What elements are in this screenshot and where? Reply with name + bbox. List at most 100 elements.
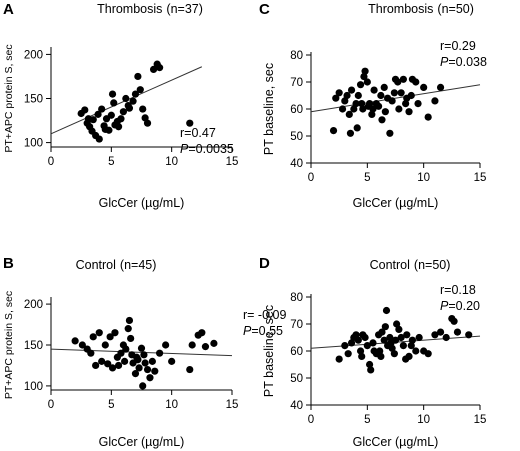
data-point (397, 89, 405, 97)
data-point (104, 360, 112, 368)
regression-line (310, 84, 481, 113)
y-tick-label: 200 (24, 49, 43, 61)
panel-c: C Thrombosis (n=50) 0 5 10 15 40 50 60 70 80 GlcCer … (259, 1, 487, 210)
r-value: r=0.47 (180, 126, 216, 140)
panel-letter: C (259, 1, 270, 18)
data-point (375, 102, 383, 110)
chart-title: Control (n=50) (370, 258, 451, 272)
data-point (450, 317, 458, 325)
x-axis-label: GlcCer (µg/mL) (99, 435, 185, 449)
data-point (338, 105, 347, 113)
data-point (114, 123, 123, 131)
r-value: r=0.29 (440, 39, 476, 53)
data-point (137, 344, 146, 352)
x-tick-label: 15 (474, 172, 487, 184)
panel-letter: B (3, 255, 14, 272)
data-point (390, 350, 398, 358)
x-tick-label: 5 (364, 172, 370, 184)
data-point (394, 78, 402, 86)
data-point (363, 342, 371, 350)
data-point (424, 350, 432, 358)
data-point (369, 105, 377, 113)
data-point (356, 347, 365, 355)
y-tick-label: 60 (290, 346, 303, 358)
data-point (162, 341, 170, 349)
x-tick-label: 0 (308, 172, 314, 184)
data-point (117, 115, 125, 123)
x-tick-label: 5 (364, 414, 370, 426)
data-point (378, 328, 386, 336)
data-point (376, 347, 384, 355)
data-point (365, 100, 374, 108)
panel-b: B Control (n=45) 0 5 10 15 100 150 200 GlcCer (µg/… (3, 255, 286, 449)
data-point (360, 73, 368, 81)
data-point (134, 72, 142, 81)
data-point (431, 97, 439, 105)
data-point (101, 341, 109, 349)
data-point (345, 110, 353, 118)
data-point (381, 323, 389, 331)
data-point (106, 333, 114, 341)
data-point (354, 336, 362, 344)
chart-title: Thrombosis (n=37) (97, 2, 203, 16)
data-point (405, 108, 413, 116)
data-point (377, 352, 385, 360)
x-tick-label: 15 (226, 399, 239, 411)
data-point (121, 357, 129, 365)
panel-d: D Control (n=50) 0 5 10 15 40 50 60 70 80 GlcCer (µg… (259, 255, 486, 449)
x-tick-label: 10 (417, 172, 430, 184)
data-point (141, 359, 149, 367)
n-label: (n=50) (414, 258, 450, 272)
data-point (108, 90, 117, 98)
y-tick-label: 200 (24, 299, 43, 311)
x-axis-label: GlcCer (µg/mL) (353, 196, 439, 210)
data-point (135, 364, 143, 372)
panel-letter: A (3, 1, 14, 18)
data-point (343, 91, 351, 100)
p-symbol: P (440, 299, 449, 313)
data-point (111, 329, 119, 337)
p-number: =0.55 (251, 324, 283, 338)
data-point (356, 81, 365, 89)
data-point (361, 67, 369, 75)
y-tick-label: 100 (24, 381, 43, 393)
data-point (332, 94, 340, 102)
data-point (335, 355, 343, 363)
data-point (119, 108, 127, 116)
n-label: (n=37) (166, 2, 202, 16)
data-point (358, 352, 366, 360)
data-point (393, 320, 401, 328)
x-axis-label: GlcCer (µg/mL) (353, 435, 439, 449)
r-value: r=0.18 (440, 283, 476, 297)
data-point (335, 89, 343, 97)
data-point (151, 367, 159, 375)
data-point (143, 365, 152, 374)
data-point (344, 350, 352, 358)
title-text: Control (370, 258, 410, 272)
y-tick-label: 50 (290, 373, 303, 385)
panel-a: A Thrombosis (n=37) 0 5 10 15 100 150 200 GlcCer (… (3, 1, 238, 210)
title-text: Thrombosis (368, 2, 433, 16)
chart-title: Thrombosis (n=50) (368, 2, 474, 16)
data-point (186, 119, 194, 127)
data-point (378, 116, 386, 124)
data-point (105, 126, 113, 134)
data-point (124, 325, 132, 333)
data-point (453, 328, 462, 336)
r-value: r= -0.09 (243, 308, 286, 322)
data-point (424, 113, 432, 121)
data-point (361, 333, 369, 342)
n-label: (n=50) (437, 2, 473, 16)
p-number: =0.20 (448, 299, 480, 313)
p-symbol: P (440, 55, 449, 69)
data-point (346, 129, 355, 137)
data-point (368, 110, 376, 118)
y-tick-label: 40 (290, 400, 303, 412)
data-point (377, 91, 385, 100)
x-tick-label: 0 (308, 414, 314, 426)
data-point (380, 83, 388, 91)
data-point (146, 374, 154, 382)
data-point (89, 333, 97, 341)
data-point (352, 331, 360, 339)
data-point (415, 333, 423, 342)
